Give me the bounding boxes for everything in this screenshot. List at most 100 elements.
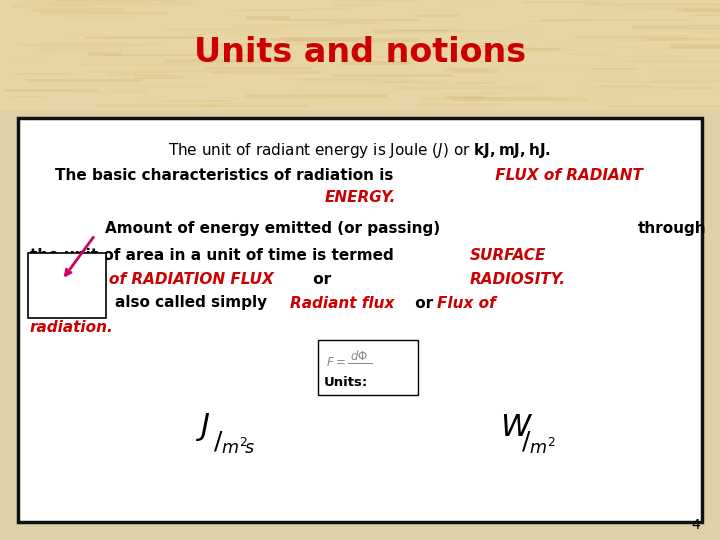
Bar bbox=[253, 43, 330, 45]
Bar bbox=[377, 62, 410, 63]
Bar bbox=[24, 44, 145, 48]
Bar bbox=[165, 100, 230, 102]
Bar bbox=[258, 75, 386, 78]
Bar bbox=[4, 89, 99, 92]
Text: ENERGY.: ENERGY. bbox=[324, 191, 396, 206]
Bar bbox=[694, 14, 720, 16]
Bar bbox=[452, 97, 587, 101]
Bar bbox=[374, 22, 467, 25]
Text: Amount of energy emitted (or passing): Amount of energy emitted (or passing) bbox=[105, 220, 440, 235]
Bar bbox=[581, 10, 649, 11]
Bar bbox=[53, 18, 167, 19]
Bar bbox=[484, 23, 542, 26]
Text: 4: 4 bbox=[691, 518, 700, 532]
Bar bbox=[529, 20, 593, 22]
Text: $\mathit{/_{m^2}}$: $\mathit{/_{m^2}}$ bbox=[521, 430, 556, 456]
Bar bbox=[415, 53, 469, 56]
Bar bbox=[669, 47, 720, 49]
Text: Units:: Units: bbox=[324, 376, 368, 389]
Bar bbox=[416, 104, 503, 106]
Bar bbox=[436, 106, 479, 109]
Bar bbox=[202, 106, 310, 107]
Bar bbox=[397, 46, 533, 48]
Bar bbox=[42, 46, 125, 50]
Bar bbox=[554, 87, 623, 90]
Bar bbox=[718, 45, 720, 49]
Bar bbox=[65, 17, 133, 18]
Bar bbox=[616, 31, 703, 32]
Bar bbox=[205, 104, 308, 106]
Bar bbox=[302, 79, 375, 83]
Bar bbox=[498, 66, 640, 68]
Bar bbox=[211, 71, 322, 74]
Bar bbox=[671, 44, 720, 48]
Bar bbox=[621, 40, 691, 42]
Bar bbox=[328, 21, 382, 24]
Bar bbox=[608, 106, 720, 107]
Bar bbox=[568, 52, 608, 55]
Bar bbox=[585, 3, 720, 6]
Bar bbox=[141, 102, 183, 103]
Bar bbox=[507, 85, 553, 86]
Bar bbox=[54, 0, 176, 2]
Bar bbox=[588, 79, 639, 82]
Text: $\mathit{/_{m^2\!s}}$: $\mathit{/_{m^2\!s}}$ bbox=[213, 430, 256, 456]
Text: Radiant flux: Radiant flux bbox=[290, 295, 395, 310]
Bar bbox=[165, 28, 282, 31]
Bar bbox=[474, 89, 513, 92]
Bar bbox=[61, 0, 136, 2]
Text: $\mathit{J}$: $\mathit{J}$ bbox=[195, 411, 210, 443]
Bar bbox=[282, 18, 365, 20]
Bar bbox=[109, 72, 169, 76]
Bar bbox=[45, 0, 114, 1]
Bar bbox=[452, 70, 499, 73]
Bar bbox=[593, 68, 637, 70]
Text: $\mathit{W}$: $\mathit{W}$ bbox=[500, 413, 533, 442]
Text: or: or bbox=[410, 295, 438, 310]
Bar bbox=[503, 48, 570, 51]
Bar bbox=[445, 96, 485, 99]
Bar bbox=[87, 57, 142, 59]
Bar bbox=[446, 48, 584, 51]
Bar bbox=[426, 103, 529, 105]
Bar bbox=[86, 9, 187, 12]
Text: also called simply: also called simply bbox=[115, 295, 272, 310]
Bar bbox=[333, 3, 381, 6]
Bar bbox=[256, 0, 359, 2]
Bar bbox=[164, 59, 292, 63]
Bar bbox=[651, 69, 720, 72]
Bar bbox=[47, 2, 193, 5]
Bar bbox=[81, 63, 227, 66]
Bar bbox=[104, 55, 253, 56]
Bar bbox=[384, 103, 454, 104]
Text: The basic characteristics of radiation is: The basic characteristics of radiation i… bbox=[55, 167, 393, 183]
Bar bbox=[8, 57, 45, 58]
Bar bbox=[642, 38, 720, 40]
Bar bbox=[19, 43, 162, 45]
Bar bbox=[613, 72, 663, 75]
Bar bbox=[27, 78, 142, 82]
Bar bbox=[73, 92, 132, 93]
Bar bbox=[428, 65, 574, 68]
Bar bbox=[598, 1, 643, 4]
Bar bbox=[670, 17, 720, 21]
Bar bbox=[445, 66, 531, 70]
Bar bbox=[677, 3, 720, 5]
Bar bbox=[0, 0, 720, 110]
Bar bbox=[684, 28, 720, 30]
Bar bbox=[145, 89, 195, 92]
Text: RADIOSITY.: RADIOSITY. bbox=[470, 273, 566, 287]
Bar bbox=[230, 10, 307, 11]
Bar bbox=[354, 56, 405, 58]
Bar bbox=[208, 44, 256, 46]
Bar bbox=[246, 94, 387, 98]
Bar bbox=[462, 97, 512, 101]
Bar bbox=[92, 90, 139, 93]
Bar bbox=[11, 4, 92, 8]
Bar bbox=[423, 26, 504, 28]
Bar bbox=[687, 40, 720, 43]
Bar bbox=[318, 340, 418, 395]
Bar bbox=[131, 8, 230, 10]
Bar bbox=[570, 21, 611, 23]
Bar bbox=[374, 29, 447, 32]
